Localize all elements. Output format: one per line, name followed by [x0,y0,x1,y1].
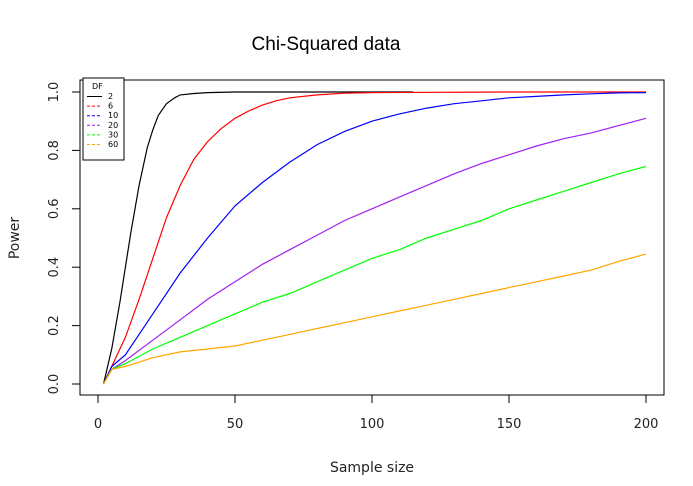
series-line-df-30 [102,165,647,385]
legend-label: 20 [108,121,118,130]
series-line-df-6 [102,91,646,385]
x-tick-label: 50 [227,417,244,432]
x-tick-label: 0 [94,417,102,432]
series-line-df-20 [102,117,647,385]
chart-title: Chi-Squared data [252,34,401,55]
legend-label: 10 [108,111,118,120]
legend-label: 60 [108,140,118,149]
legend-label: 30 [108,130,118,139]
x-tick-label: 100 [360,417,385,432]
series-line-df-60 [102,253,647,385]
y-axis-label: Power [7,217,23,260]
legend-item-df-60: 60 [87,140,118,149]
legend-item-df-30: 30 [87,130,118,139]
y-tick-label: 1.0 [47,82,62,103]
x-tick-label: 150 [497,417,522,432]
y-tick-label: 0.2 [47,315,62,336]
y-tick-label: 0.6 [47,198,62,219]
y-tick-label: 0.4 [47,257,62,278]
series-line-df-10 [102,92,647,385]
plot-frame [79,79,665,396]
y-tick-label: 0.8 [47,140,62,161]
legend-label: 2 [108,92,113,101]
y-tick-label: 0.0 [47,374,62,395]
legend-item-df-2: 2 [87,92,113,101]
x-axis-label: Sample size [330,460,414,476]
legend-title: DF [92,82,103,91]
series-group [102,91,647,385]
x-axis: 0 50 100 150 200 [94,394,659,432]
legend-item-df-10: 10 [87,111,118,120]
legend-item-df-20: 20 [87,121,118,130]
legend-item-df-6: 6 [87,102,113,111]
legend-label: 6 [108,102,113,111]
y-axis: 0.0 0.2 0.4 0.6 0.8 1.0 [47,82,81,395]
series-line-df-2 [102,91,414,385]
x-tick-label: 200 [634,417,659,432]
legend-box [82,77,125,161]
